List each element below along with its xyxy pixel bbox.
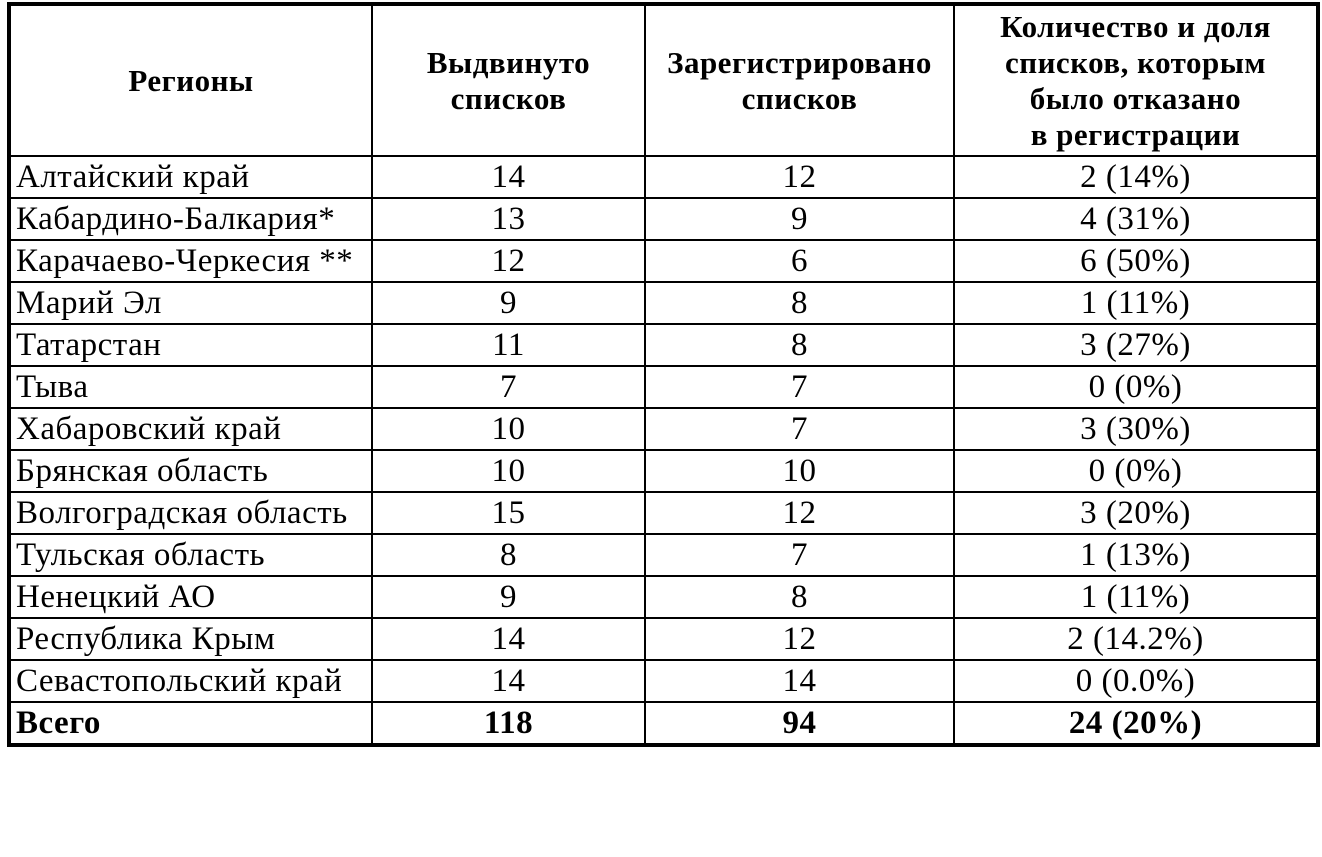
nominated-cell: 10 — [371, 449, 646, 493]
refused-cell: 0 (0%) — [953, 365, 1319, 409]
refused-cell: 4 (31%) — [953, 197, 1319, 241]
registered-cell: 8 — [644, 323, 955, 367]
registered-cell: 12 — [644, 491, 955, 535]
table-row: Тульская область 8 7 1 (13%) — [8, 533, 1319, 577]
table-row: Алтайский край 14 12 2 (14%) — [8, 155, 1319, 199]
table-row: Республика Крым 14 12 2 (14.2%) — [8, 617, 1319, 661]
region-cell: Карачаево-Черкесия ** — [8, 239, 373, 283]
table-row: Ненецкий АО 9 8 1 (11%) — [8, 575, 1319, 619]
total-refused-cell: 24 (20%) — [953, 701, 1319, 746]
nominated-cell: 14 — [371, 617, 646, 661]
table-row: Карачаево-Черкесия ** 12 6 6 (50%) — [8, 239, 1319, 283]
nominated-cell: 8 — [371, 533, 646, 577]
refused-cell: 3 (27%) — [953, 323, 1319, 367]
nominated-cell: 11 — [371, 323, 646, 367]
table-row: Марий Эл 9 8 1 (11%) — [8, 281, 1319, 325]
table-header: Регионы Выдвинуто списков Зарегистрирова… — [8, 3, 1319, 157]
col-header-registered-lists: Зарегистрировано списков — [644, 3, 955, 157]
region-cell: Хабаровский край — [8, 407, 373, 451]
region-cell: Кабардино-Балкария* — [8, 197, 373, 241]
nominated-cell: 7 — [371, 365, 646, 409]
registered-cell: 6 — [644, 239, 955, 283]
region-cell: Татарстан — [8, 323, 373, 367]
table-row: Хабаровский край 10 7 3 (30%) — [8, 407, 1319, 451]
total-registered-cell: 94 — [644, 701, 955, 746]
refused-cell: 1 (11%) — [953, 575, 1319, 619]
col-header-nominated-lists: Выдвинуто списков — [371, 3, 646, 157]
region-cell: Марий Эл — [8, 281, 373, 325]
table-row: Брянская область 10 10 0 (0%) — [8, 449, 1319, 493]
nominated-cell: 9 — [371, 281, 646, 325]
region-cell: Тыва — [8, 365, 373, 409]
registered-cell: 8 — [644, 575, 955, 619]
refused-cell: 1 (13%) — [953, 533, 1319, 577]
col-header-refused-lists: Количество и доля списков, которым было … — [953, 3, 1319, 157]
refused-cell: 2 (14%) — [953, 155, 1319, 199]
col-header-regions: Регионы — [8, 3, 373, 157]
nominated-cell: 9 — [371, 575, 646, 619]
refused-cell: 1 (11%) — [953, 281, 1319, 325]
registered-cell: 12 — [644, 155, 955, 199]
region-cell: Алтайский край — [8, 155, 373, 199]
region-cell: Тульская область — [8, 533, 373, 577]
table-row: Кабардино-Балкария* 13 9 4 (31%) — [8, 197, 1319, 241]
nominated-cell: 10 — [371, 407, 646, 451]
registered-cell: 12 — [644, 617, 955, 661]
refused-cell: 2 (14.2%) — [953, 617, 1319, 661]
registered-cell: 9 — [644, 197, 955, 241]
total-region-cell: Всего — [8, 701, 373, 746]
table-row: Тыва 7 7 0 (0%) — [8, 365, 1319, 409]
registered-cell: 7 — [644, 533, 955, 577]
region-cell: Брянская область — [8, 449, 373, 493]
registered-cell: 7 — [644, 365, 955, 409]
nominated-cell: 13 — [371, 197, 646, 241]
refused-cell: 3 (20%) — [953, 491, 1319, 535]
region-cell: Ненецкий АО — [8, 575, 373, 619]
total-row: Всего 118 94 24 (20%) — [8, 701, 1319, 746]
registered-cell: 14 — [644, 659, 955, 703]
registration-table: Регионы Выдвинуто списков Зарегистрирова… — [7, 2, 1320, 747]
table-row: Волгоградская область 15 12 3 (20%) — [8, 491, 1319, 535]
refused-cell: 3 (30%) — [953, 407, 1319, 451]
refused-cell: 0 (0.0%) — [953, 659, 1319, 703]
nominated-cell: 12 — [371, 239, 646, 283]
table-body: Алтайский край 14 12 2 (14%) Кабардино-Балка… — [8, 155, 1319, 746]
region-cell: Республика Крым — [8, 617, 373, 661]
registered-cell: 10 — [644, 449, 955, 493]
table-row: Татарстан 11 8 3 (27%) — [8, 323, 1319, 367]
nominated-cell: 15 — [371, 491, 646, 535]
nominated-cell: 14 — [371, 155, 646, 199]
total-nominated-cell: 118 — [371, 701, 646, 746]
region-cell: Волгоградская область — [8, 491, 373, 535]
registered-cell: 7 — [644, 407, 955, 451]
region-cell: Севастопольский край — [8, 659, 373, 703]
header-row: Регионы Выдвинуто списков Зарегистрирова… — [8, 3, 1319, 157]
refused-cell: 6 (50%) — [953, 239, 1319, 283]
nominated-cell: 14 — [371, 659, 646, 703]
table-row: Севастопольский край 14 14 0 (0.0%) — [8, 659, 1319, 703]
refused-cell: 0 (0%) — [953, 449, 1319, 493]
registered-cell: 8 — [644, 281, 955, 325]
